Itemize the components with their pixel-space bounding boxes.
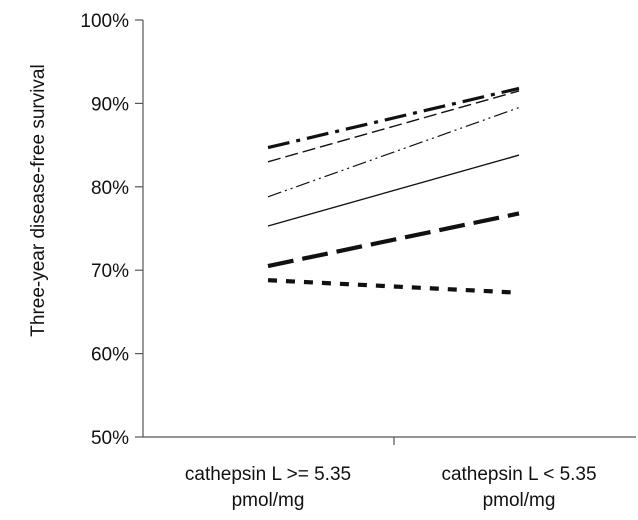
series-line-5 <box>267 211 520 269</box>
x-tick-label: pmol/mg <box>232 490 305 511</box>
series-line-2 <box>267 90 520 163</box>
axes <box>135 19 636 445</box>
y-tick-label: 100% <box>80 11 129 32</box>
y-axis-title: Three-year disease-free survival <box>28 64 49 336</box>
y-tick-label: 80% <box>91 178 129 199</box>
series-line-4 <box>267 154 520 227</box>
x-tick-label: cathepsin L < 5.35 <box>441 464 596 485</box>
y-tick-label: 90% <box>91 94 129 115</box>
series-layer <box>267 86 520 295</box>
labels: 50% 60% 70% 80% 90% 100% cathepsin L >= 5.35 pm… <box>28 11 597 511</box>
series-line-3 <box>267 107 520 198</box>
series-line-6 <box>267 278 520 295</box>
y-tick-label: 70% <box>91 261 129 282</box>
y-tick-label: 60% <box>91 345 129 366</box>
y-tick-label: 50% <box>91 428 129 449</box>
series-line-1 <box>267 86 520 150</box>
x-tick-label: cathepsin L >= 5.35 <box>185 464 351 485</box>
x-tick-label: pmol/mg <box>483 490 556 511</box>
